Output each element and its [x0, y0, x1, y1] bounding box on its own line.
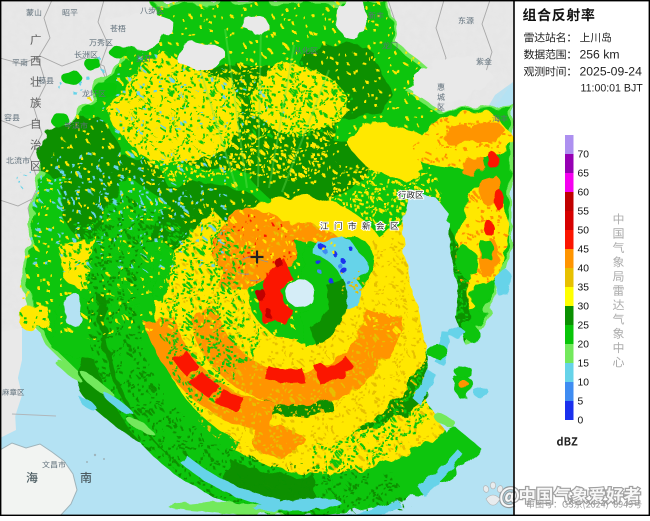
svg-text:0: 0 — [578, 416, 584, 427]
svg-text:10: 10 — [578, 378, 590, 389]
svg-text:20: 20 — [578, 340, 590, 351]
svg-text:2025-09-24: 2025-09-24 — [580, 65, 643, 79]
svg-text:60: 60 — [578, 188, 590, 199]
svg-text:70: 70 — [578, 150, 590, 161]
svg-text:45: 45 — [578, 245, 590, 256]
svg-text:25: 25 — [578, 321, 590, 332]
svg-text:40: 40 — [578, 264, 590, 275]
svg-text:65: 65 — [578, 169, 590, 180]
svg-text:55: 55 — [578, 207, 590, 218]
svg-text:50: 50 — [578, 226, 590, 237]
svg-text:11:00:01 BJT: 11:00:01 BJT — [581, 83, 644, 95]
svg-text:30: 30 — [578, 302, 590, 313]
svg-text:256 km: 256 km — [580, 48, 620, 62]
svg-text:5: 5 — [578, 397, 584, 408]
svg-text:15: 15 — [578, 359, 590, 370]
svg-text:35: 35 — [578, 283, 590, 294]
